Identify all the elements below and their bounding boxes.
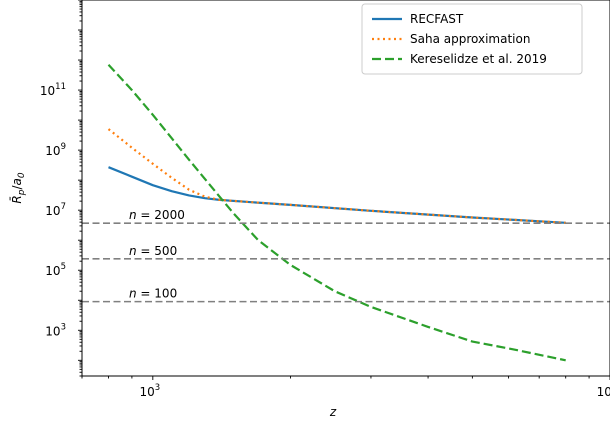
legend-box bbox=[361, 3, 583, 75]
y-tick-label: 109 bbox=[45, 142, 66, 158]
y-tick-label: 105 bbox=[45, 262, 66, 278]
y-axis-label: R̄p/a0 bbox=[10, 172, 27, 203]
y-tick-label: 107 bbox=[45, 202, 66, 218]
y-tick-label: 1011 bbox=[40, 82, 66, 98]
reference-line-label-2: n = 500 bbox=[129, 244, 177, 258]
series-layer bbox=[107, 63, 566, 362]
x-tick-label: 103 bbox=[139, 383, 160, 399]
y-tick-label: 103 bbox=[45, 322, 66, 338]
reference-line-label-1: n = 2000 bbox=[129, 208, 185, 222]
series-line-1 bbox=[108, 166, 566, 224]
legend-entry-1: RECFAST bbox=[410, 12, 464, 26]
x-axis-label: z bbox=[329, 405, 337, 419]
reference-line-label-3: n = 100 bbox=[129, 287, 177, 301]
y-axis-ticks: 103 105 107 109 1011 bbox=[40, 0, 82, 377]
svg-text:R̄p/a0: R̄p/a0 bbox=[10, 172, 27, 203]
plot-frame bbox=[81, 0, 610, 377]
reference-lines bbox=[82, 222, 610, 303]
reference-line-labels: n = 2000 n = 500 n = 100 bbox=[129, 208, 185, 300]
legend-entry-3: Kereselidze et al. 2019 bbox=[410, 52, 547, 66]
x-axis-ticks: 103 104 bbox=[81, 376, 610, 399]
legend-entry-2: Saha approximation bbox=[410, 32, 530, 46]
x-tick-label: 104 bbox=[597, 383, 610, 399]
series-line-3 bbox=[107, 63, 566, 362]
legend: RECFAST Saha approximation Kereselidze et … bbox=[361, 3, 583, 75]
